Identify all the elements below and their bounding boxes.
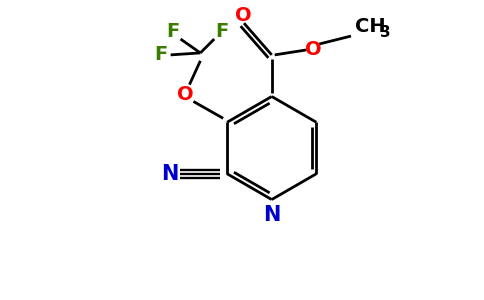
Text: N: N [263, 206, 280, 226]
Text: F: F [154, 45, 167, 64]
Text: O: O [235, 6, 251, 25]
Text: CH: CH [355, 17, 386, 36]
Text: O: O [305, 40, 322, 59]
Text: F: F [215, 22, 229, 40]
Text: N: N [161, 164, 178, 184]
Text: F: F [166, 22, 179, 40]
Text: O: O [177, 85, 194, 104]
Text: 3: 3 [380, 25, 391, 40]
